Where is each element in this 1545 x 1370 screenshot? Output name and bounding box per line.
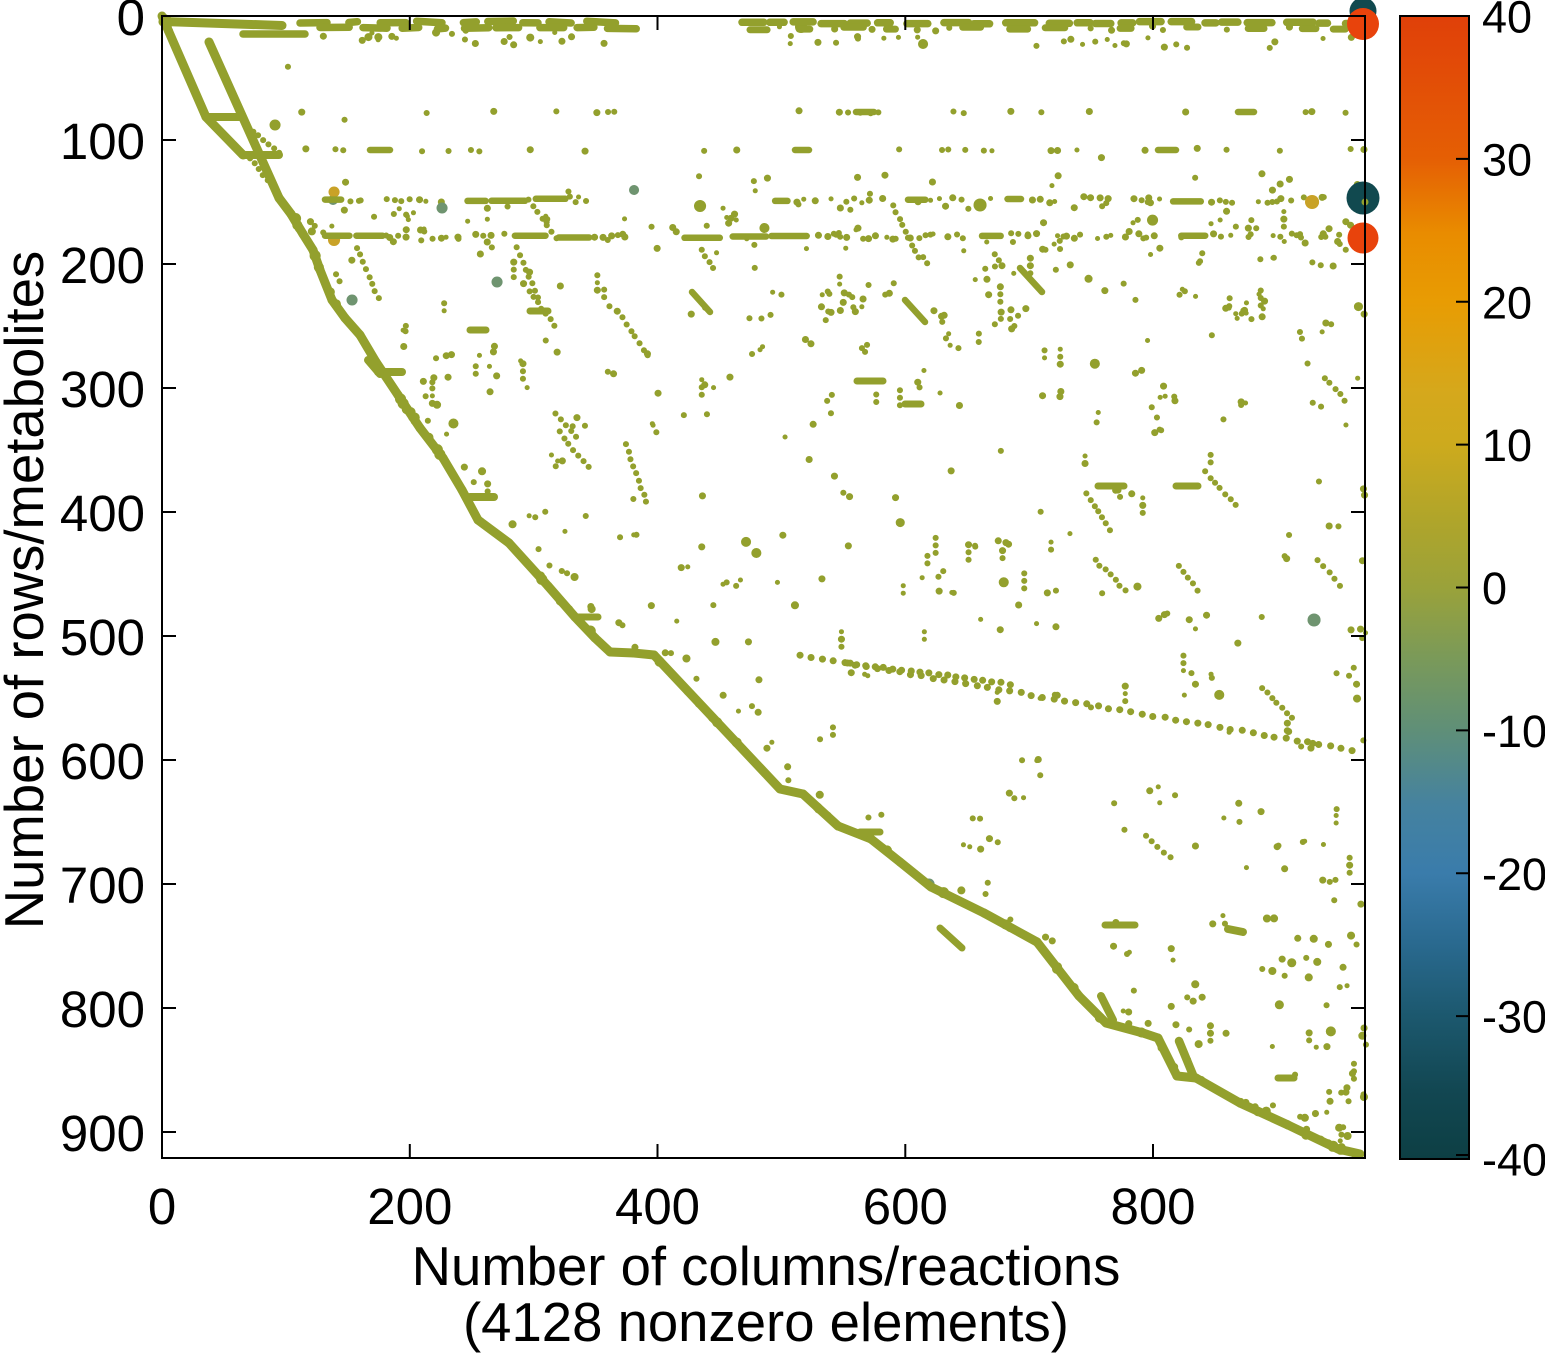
svg-text:200: 200 — [367, 1178, 452, 1235]
svg-text:-20: -20 — [1482, 849, 1545, 900]
svg-text:800: 800 — [60, 981, 145, 1038]
svg-text:900: 900 — [60, 1105, 145, 1162]
svg-text:400: 400 — [615, 1178, 700, 1235]
svg-text:200: 200 — [60, 237, 145, 294]
svg-text:800: 800 — [1110, 1178, 1195, 1235]
svg-text:-30: -30 — [1482, 992, 1545, 1043]
svg-text:300: 300 — [60, 361, 145, 418]
svg-text:100: 100 — [60, 113, 145, 170]
svg-text:600: 600 — [60, 733, 145, 790]
svg-text:0: 0 — [1482, 563, 1507, 614]
svg-text:20: 20 — [1482, 277, 1532, 328]
svg-text:400: 400 — [60, 485, 145, 542]
svg-text:10: 10 — [1482, 420, 1532, 471]
svg-text:0: 0 — [148, 1178, 176, 1235]
svg-text:40: 40 — [1482, 0, 1532, 43]
svg-text:Number of columns/reactions: Number of columns/reactions — [412, 1236, 1121, 1297]
svg-text:Number of rows/metabolites: Number of rows/metabolites — [0, 251, 55, 929]
svg-text:(4128 nonzero elements): (4128 nonzero elements) — [463, 1292, 1069, 1353]
svg-text:-40: -40 — [1482, 1135, 1545, 1186]
svg-text:-10: -10 — [1482, 706, 1545, 757]
svg-text:30: 30 — [1482, 134, 1532, 185]
svg-text:600: 600 — [863, 1178, 948, 1235]
svg-text:0: 0 — [117, 0, 145, 46]
svg-text:500: 500 — [60, 609, 145, 666]
svg-text:700: 700 — [60, 857, 145, 914]
